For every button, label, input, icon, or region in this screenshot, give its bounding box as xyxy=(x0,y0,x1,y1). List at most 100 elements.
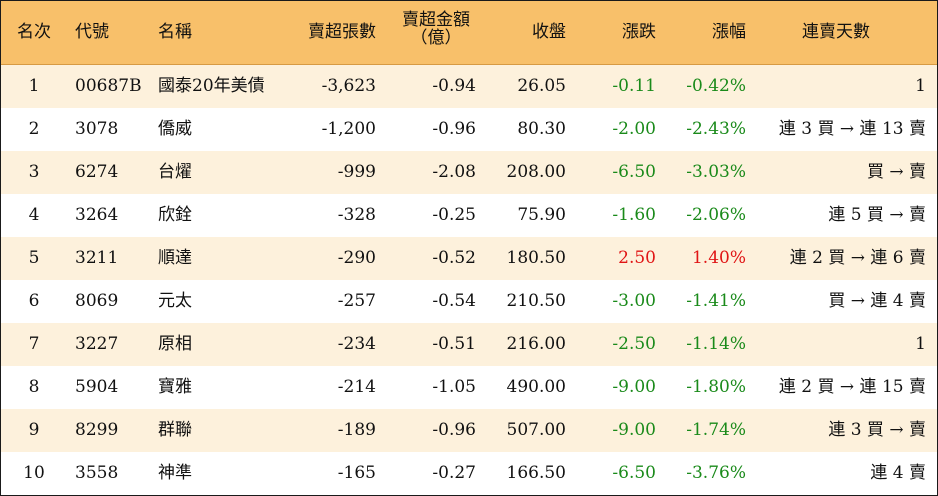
table-row: 1 00687B 國泰20年美債 -3,623 -0.94 26.05 -0.11 -0.42… xyxy=(1,65,937,108)
row-rank: 6 xyxy=(28,291,40,311)
row-change: -0.11 xyxy=(612,76,656,96)
row-net-sell-lots: -234 xyxy=(337,334,376,354)
row-name: 國泰20年美債 xyxy=(158,76,265,96)
row-change-pct: -3.76% xyxy=(686,463,746,483)
row-code: 3558 xyxy=(75,463,119,483)
table-body: 1 00687B 國泰20年美債 -3,623 -0.94 26.05 -0.11 -0.42… xyxy=(1,65,937,495)
table-row: 5 3211 順達 -290 -0.52 180.50 2.50 1.40% 連 2 買 → 連… xyxy=(1,237,937,280)
row-name: 順達 xyxy=(158,248,192,268)
row-rank: 2 xyxy=(28,119,40,139)
row-sell-streak: 連 4 賣 xyxy=(870,463,926,483)
row-change: -2.00 xyxy=(612,119,656,139)
header-net-sell-amount: 賣超金額 （億） xyxy=(396,11,476,74)
row-net-sell-lots: -165 xyxy=(337,463,376,483)
header-rank: 名次 xyxy=(17,22,51,42)
row-name: 僑威 xyxy=(158,119,192,139)
row-sell-streak: 連 3 買 → 連 13 賣 xyxy=(778,119,926,139)
row-close: 166.50 xyxy=(506,463,566,483)
row-change: -9.00 xyxy=(612,420,656,440)
row-net-sell-lots: -257 xyxy=(337,291,376,311)
row-net-sell-lots: -290 xyxy=(337,248,376,268)
row-net-sell-amount: -0.94 xyxy=(432,76,476,96)
row-net-sell-lots: -328 xyxy=(337,205,376,225)
row-change-pct: -0.42% xyxy=(686,76,746,96)
row-change: -1.60 xyxy=(612,205,656,225)
row-code: 5904 xyxy=(75,377,119,397)
row-net-sell-amount: -0.52 xyxy=(432,248,476,268)
row-sell-streak: 買 → 賣 xyxy=(866,162,926,182)
row-code: 8299 xyxy=(75,420,119,440)
row-change-pct: -1.41% xyxy=(686,291,746,311)
row-sell-streak: 連 2 買 → 連 6 賣 xyxy=(789,248,926,268)
row-close: 507.00 xyxy=(506,420,566,440)
row-rank: 4 xyxy=(28,205,40,225)
row-net-sell-amount: -0.96 xyxy=(432,119,476,139)
row-rank: 10 xyxy=(23,463,45,483)
row-sell-streak: 連 2 買 → 連 15 賣 xyxy=(778,377,926,397)
row-net-sell-amount: -1.05 xyxy=(432,377,476,397)
row-code: 3211 xyxy=(75,248,119,268)
row-close: 210.50 xyxy=(506,291,566,311)
row-net-sell-lots: -214 xyxy=(337,377,376,397)
row-sell-streak: 連 3 買 → 賣 xyxy=(828,420,926,440)
table-header: 名次 代號 名稱 賣超張數 賣超金額 （億） 收盤 漲跌 漲幅 連賣天數 xyxy=(1,1,937,65)
row-sell-streak: 1 xyxy=(915,334,926,354)
row-net-sell-amount: -0.54 xyxy=(432,291,476,311)
header-net-sell-lots: 賣超張數 xyxy=(308,22,376,42)
header-code: 代號 xyxy=(75,22,109,42)
row-name: 寶雅 xyxy=(158,377,192,397)
row-close: 208.00 xyxy=(506,162,566,182)
table-row: 7 3227 原相 -234 -0.51 216.00 -2.50 -1.14% 1 xyxy=(1,323,937,366)
row-net-sell-lots: -1,200 xyxy=(321,119,376,139)
table-row: 4 3264 欣銓 -328 -0.25 75.90 -1.60 -2.06% 連 5 買 → … xyxy=(1,194,937,237)
row-sell-streak: 1 xyxy=(915,76,926,96)
row-rank: 9 xyxy=(28,420,40,440)
row-code: 00687B xyxy=(75,76,142,96)
header-name: 名稱 xyxy=(158,22,192,42)
row-close: 490.00 xyxy=(506,377,566,397)
row-change-pct: -2.06% xyxy=(686,205,746,225)
row-net-sell-amount: -0.51 xyxy=(432,334,476,354)
table-row: 2 3078 僑威 -1,200 -0.96 80.30 -2.00 -2.43% 連 3 買 … xyxy=(1,108,937,151)
row-change-pct: -1.14% xyxy=(686,334,746,354)
row-name: 台燿 xyxy=(158,162,192,182)
row-code: 6274 xyxy=(75,162,119,182)
header-sell-streak: 連賣天數 xyxy=(802,22,870,42)
row-sell-streak: 連 5 買 → 賣 xyxy=(828,205,926,225)
row-name: 原相 xyxy=(158,334,192,354)
row-change-pct: 1.40% xyxy=(691,248,746,268)
row-change: -6.50 xyxy=(612,463,656,483)
row-rank: 3 xyxy=(28,162,40,182)
row-change: -9.00 xyxy=(612,377,656,397)
row-change: -6.50 xyxy=(612,162,656,182)
row-code: 3227 xyxy=(75,334,119,354)
row-change-pct: -2.43% xyxy=(686,119,746,139)
row-rank: 8 xyxy=(28,377,40,397)
row-change: 2.50 xyxy=(618,248,656,268)
row-change-pct: -1.74% xyxy=(686,420,746,440)
header-close: 收盤 xyxy=(532,22,566,42)
header-change: 漲跌 xyxy=(622,22,656,42)
row-net-sell-lots: -3,623 xyxy=(321,76,376,96)
row-close: 80.30 xyxy=(517,119,566,139)
row-rank: 1 xyxy=(28,76,40,96)
row-code: 3078 xyxy=(75,119,119,139)
row-net-sell-lots: -189 xyxy=(337,420,376,440)
row-rank: 5 xyxy=(28,248,40,268)
row-net-sell-amount: -2.08 xyxy=(432,162,476,182)
table-row: 10 3558 神準 -165 -0.27 166.50 -6.50 -3.76% 連 4 賣 xyxy=(1,452,937,495)
table-row: 3 6274 台燿 -999 -2.08 208.00 -6.50 -3.03% 買 → 賣 xyxy=(1,151,937,194)
table-row: 8 5904 寶雅 -214 -1.05 490.00 -9.00 -1.80% 連 2 買 →… xyxy=(1,366,937,409)
row-name: 神準 xyxy=(158,463,192,483)
header-net-sell-amount-unit: （億） xyxy=(410,28,462,48)
row-net-sell-amount: -0.96 xyxy=(432,420,476,440)
row-close: 180.50 xyxy=(506,248,566,268)
row-net-sell-amount: -0.25 xyxy=(432,205,476,225)
row-close: 26.05 xyxy=(517,76,566,96)
row-change: -2.50 xyxy=(612,334,656,354)
row-name: 欣銓 xyxy=(158,205,192,225)
row-code: 3264 xyxy=(75,205,119,225)
row-net-sell-amount: -0.27 xyxy=(432,463,476,483)
row-sell-streak: 買 → 連 4 賣 xyxy=(828,291,926,311)
